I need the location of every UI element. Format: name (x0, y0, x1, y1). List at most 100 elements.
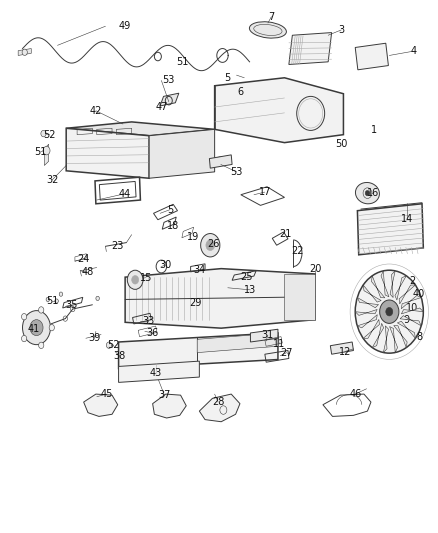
Text: 44: 44 (119, 189, 131, 199)
Polygon shape (390, 271, 395, 297)
Circle shape (46, 297, 49, 302)
Polygon shape (125, 269, 315, 328)
Polygon shape (44, 144, 49, 165)
Text: 37: 37 (158, 390, 171, 400)
Polygon shape (372, 324, 384, 348)
Polygon shape (119, 361, 199, 382)
Circle shape (355, 270, 424, 353)
Polygon shape (357, 297, 378, 308)
Polygon shape (357, 204, 424, 255)
Text: 31: 31 (262, 330, 274, 340)
Text: 43: 43 (149, 368, 162, 378)
Text: 30: 30 (159, 260, 172, 270)
Text: 51: 51 (46, 296, 58, 306)
Text: 2: 2 (409, 277, 415, 286)
Text: 21: 21 (279, 229, 292, 239)
Polygon shape (119, 333, 278, 368)
Circle shape (22, 49, 27, 55)
Text: 34: 34 (193, 265, 205, 274)
Circle shape (30, 320, 43, 336)
Text: 6: 6 (237, 87, 243, 97)
Text: 29: 29 (189, 297, 201, 308)
Text: 52: 52 (43, 130, 56, 140)
Polygon shape (149, 130, 215, 178)
Text: 46: 46 (349, 389, 361, 399)
Text: 36: 36 (146, 328, 159, 338)
Circle shape (132, 276, 139, 284)
Polygon shape (355, 310, 377, 316)
Circle shape (380, 300, 399, 324)
Circle shape (96, 296, 99, 301)
Polygon shape (395, 276, 406, 300)
Text: 33: 33 (142, 316, 154, 326)
Text: 20: 20 (309, 264, 321, 273)
Polygon shape (152, 394, 186, 418)
Text: 14: 14 (401, 214, 413, 224)
Text: 38: 38 (113, 351, 126, 361)
Text: 15: 15 (139, 273, 152, 282)
Text: 53: 53 (162, 76, 175, 85)
Text: 42: 42 (90, 106, 102, 116)
Circle shape (201, 233, 220, 257)
Text: 17: 17 (259, 187, 271, 197)
Circle shape (106, 342, 112, 349)
Text: 5: 5 (224, 73, 230, 83)
Text: 24: 24 (78, 254, 90, 264)
Circle shape (22, 311, 50, 345)
Circle shape (43, 147, 50, 155)
Text: 19: 19 (187, 232, 199, 242)
Text: 40: 40 (413, 289, 425, 299)
Text: 53: 53 (230, 167, 243, 177)
Text: 3: 3 (338, 25, 344, 35)
Text: 39: 39 (88, 333, 101, 343)
Text: 13: 13 (244, 285, 257, 295)
Text: 27: 27 (280, 348, 293, 358)
Polygon shape (330, 342, 353, 354)
Polygon shape (400, 316, 421, 326)
Text: 49: 49 (119, 21, 131, 31)
Polygon shape (66, 122, 215, 136)
Text: 41: 41 (27, 324, 39, 334)
Text: 1: 1 (371, 125, 377, 135)
Polygon shape (394, 326, 407, 348)
Circle shape (365, 190, 370, 196)
Polygon shape (197, 333, 278, 353)
Polygon shape (381, 271, 389, 297)
Polygon shape (18, 49, 31, 55)
Text: 23: 23 (112, 241, 124, 251)
Text: 16: 16 (367, 188, 379, 198)
Circle shape (386, 308, 393, 316)
Polygon shape (66, 128, 149, 178)
Circle shape (21, 313, 27, 320)
Text: 9: 9 (404, 314, 410, 325)
Text: 51: 51 (176, 57, 188, 67)
Circle shape (59, 292, 63, 296)
Polygon shape (363, 285, 381, 302)
Circle shape (363, 188, 372, 198)
Polygon shape (160, 93, 179, 106)
Text: 18: 18 (167, 221, 179, 231)
Circle shape (39, 342, 44, 349)
Text: 32: 32 (46, 175, 58, 185)
Polygon shape (289, 33, 332, 64)
Circle shape (206, 240, 215, 251)
Text: 26: 26 (208, 239, 220, 248)
Circle shape (55, 299, 58, 303)
Polygon shape (401, 308, 424, 314)
Polygon shape (199, 394, 240, 422)
Circle shape (39, 307, 44, 313)
Text: 50: 50 (335, 139, 347, 149)
Polygon shape (84, 394, 118, 416)
Circle shape (49, 325, 54, 331)
Polygon shape (363, 319, 379, 338)
Polygon shape (397, 321, 415, 338)
Polygon shape (355, 43, 389, 70)
Polygon shape (399, 285, 415, 304)
Polygon shape (209, 155, 232, 168)
Text: 51: 51 (35, 147, 47, 157)
Text: 48: 48 (82, 268, 94, 277)
Polygon shape (357, 314, 377, 328)
Text: 25: 25 (240, 272, 252, 282)
Text: 7: 7 (268, 12, 275, 22)
Text: 4: 4 (410, 46, 417, 56)
